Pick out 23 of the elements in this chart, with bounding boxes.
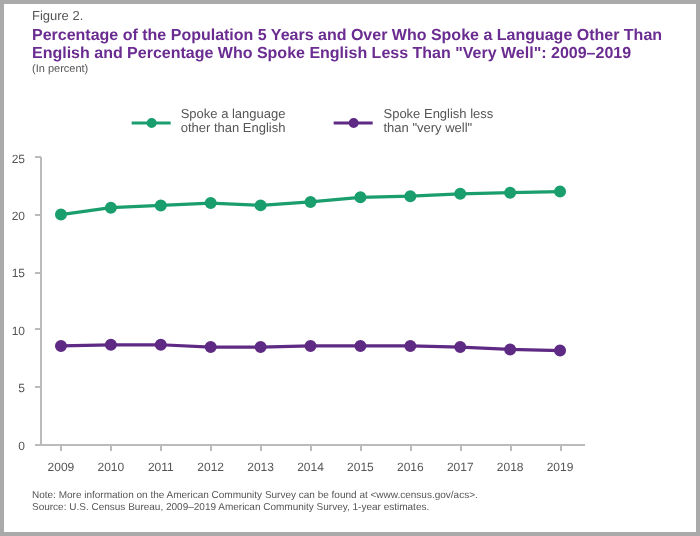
- point: [254, 341, 267, 354]
- point: [104, 339, 117, 352]
- point: [154, 339, 167, 352]
- point: [554, 344, 567, 357]
- point: [154, 199, 167, 212]
- point: [104, 201, 117, 214]
- point: [454, 188, 467, 201]
- chart-title: Percentage of the Population 5 Years and Over Who Spoke a Language Other Than English and Percentage Who Spoke English Less Than "Very Well": 2009–2019: [32, 25, 665, 64]
- point: [404, 340, 417, 353]
- point: [304, 340, 317, 353]
- point: [54, 208, 67, 221]
- point: [304, 196, 317, 209]
- point: [554, 185, 567, 198]
- point: [54, 340, 67, 353]
- point: [354, 191, 367, 204]
- point: [354, 340, 367, 353]
- point: [504, 343, 517, 356]
- point: [254, 199, 267, 212]
- point: [204, 197, 217, 210]
- point: [404, 190, 417, 203]
- point: [454, 341, 467, 354]
- point: [204, 341, 217, 354]
- point: [504, 186, 517, 199]
